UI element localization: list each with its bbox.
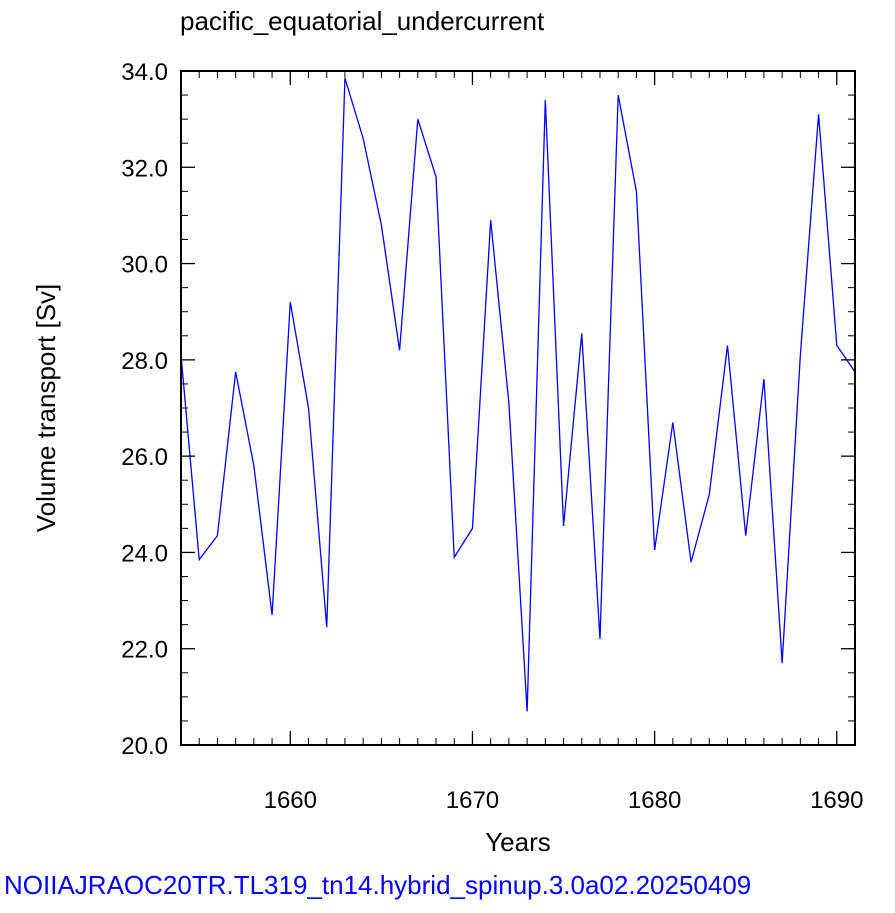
x-tick-label: 1680	[628, 787, 681, 814]
y-tick-label: 32.0	[121, 155, 168, 182]
y-axis-label: Volume transport [Sv]	[31, 284, 61, 533]
plot-frame	[180, 70, 856, 746]
y-tick-label: 24.0	[121, 540, 168, 567]
chart-title: pacific_equatorial_undercurrent	[180, 6, 545, 36]
y-tick-label: 28.0	[121, 348, 168, 375]
plot-area: 1660 1670 1680 1690 20.0 22.0 24.0 26.0 28.0 30.0…	[121, 59, 863, 814]
x-tick-label: 1660	[264, 787, 317, 814]
x-tick-label: 1670	[446, 787, 499, 814]
y-tick-label: 20.0	[121, 733, 168, 760]
y-tick-label: 30.0	[121, 252, 168, 279]
data-series-line	[180, 78, 856, 712]
run-identifier-footer: NOIIAJRAOC20TR.TL319_tn14.hybrid_spinup.…	[4, 870, 752, 900]
y-tick-label: 26.0	[121, 444, 168, 471]
x-tick-label: 1690	[810, 787, 863, 814]
x-axis-label: Years	[485, 827, 551, 857]
y-tick-label: 34.0	[121, 59, 168, 86]
y-tick-label: 22.0	[121, 637, 168, 664]
